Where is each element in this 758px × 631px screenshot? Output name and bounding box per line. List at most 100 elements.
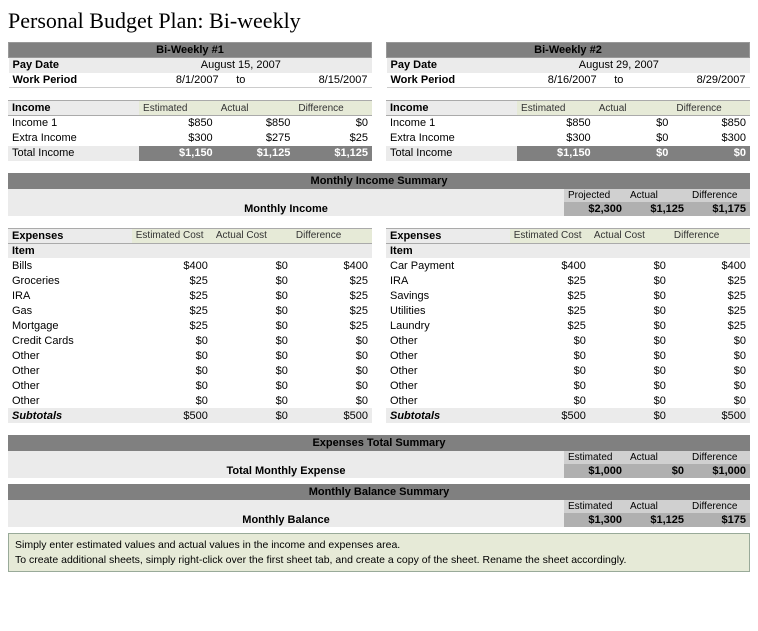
cell[interactable]: $0 <box>212 318 292 333</box>
expense-row-label[interactable]: Mortgage <box>8 318 132 333</box>
expenses-table-1: Expenses Estimated Cost Actual Cost Diff… <box>8 228 372 424</box>
cell[interactable]: $275 <box>217 131 295 146</box>
expense-row-label[interactable]: Utilities <box>386 303 510 318</box>
expense-row-label[interactable]: IRA <box>8 288 132 303</box>
cell[interactable]: $25 <box>132 303 212 318</box>
cell[interactable]: $0 <box>212 393 292 408</box>
cell[interactable]: $0 <box>595 131 673 146</box>
cell[interactable]: $0 <box>590 303 670 318</box>
cell[interactable]: $25 <box>510 273 590 288</box>
expense-row-label[interactable]: Gas <box>8 303 132 318</box>
cell[interactable]: $0 <box>590 273 670 288</box>
mb-col: Actual <box>626 500 688 513</box>
cell: $0 <box>294 116 372 131</box>
tip-box: Simply enter estimated values and actual… <box>8 533 750 572</box>
period-header: Bi-Weekly #1 <box>9 43 372 58</box>
cell[interactable]: $25 <box>132 273 212 288</box>
col: Difference <box>670 228 750 243</box>
cell[interactable]: $0 <box>212 303 292 318</box>
work-end[interactable]: 8/29/2007 <box>637 73 750 88</box>
income-row-label: Income 1 <box>8 116 139 131</box>
cell[interactable]: $0 <box>590 258 670 273</box>
income-row-label: Income 1 <box>386 116 517 131</box>
cell: $1,150 <box>139 146 217 161</box>
period-2: Bi-Weekly #2 Pay Date August 29, 2007 Wo… <box>386 42 750 88</box>
et-col: Estimated <box>564 451 626 464</box>
cell[interactable]: $400 <box>132 258 212 273</box>
income-row-label: Extra Income <box>386 131 517 146</box>
expense-row-label[interactable]: Credit Cards <box>8 333 132 348</box>
cell[interactable]: $0 <box>212 378 292 393</box>
cell[interactable]: $0 <box>132 378 212 393</box>
monthly-income-label: Monthly Income <box>8 202 564 216</box>
cell[interactable]: $25 <box>132 318 212 333</box>
cell[interactable]: $0 <box>590 318 670 333</box>
cell: $25 <box>670 273 750 288</box>
cell: $0 <box>670 363 750 378</box>
expense-row-label[interactable]: Other <box>386 393 510 408</box>
expense-row-label[interactable]: Other <box>8 363 132 378</box>
cell[interactable]: $300 <box>139 131 217 146</box>
cell[interactable]: $850 <box>139 116 217 131</box>
cell[interactable]: $0 <box>510 333 590 348</box>
expense-row-label[interactable]: Other <box>386 363 510 378</box>
cell: $500 <box>670 408 750 423</box>
cell[interactable]: $25 <box>132 288 212 303</box>
income-title: Income <box>386 101 517 116</box>
expense-row-label[interactable]: Other <box>386 333 510 348</box>
work-end[interactable]: 8/15/2007 <box>259 73 372 88</box>
expense-row-label[interactable]: Laundry <box>386 318 510 333</box>
paydate-value[interactable]: August 29, 2007 <box>488 58 749 73</box>
cell[interactable]: $0 <box>510 378 590 393</box>
cell[interactable]: $0 <box>590 378 670 393</box>
cell: $0 <box>292 348 372 363</box>
cell[interactable]: $0 <box>510 348 590 363</box>
col-est: Estimated <box>139 101 217 116</box>
cell[interactable]: $25 <box>510 318 590 333</box>
cell[interactable]: $0 <box>212 288 292 303</box>
paydate-value[interactable]: August 15, 2007 <box>110 58 371 73</box>
expense-row-label[interactable]: Other <box>8 348 132 363</box>
workperiod-label: Work Period <box>9 73 111 88</box>
work-start[interactable]: 8/16/2007 <box>488 73 601 88</box>
cell[interactable]: $0 <box>132 363 212 378</box>
cell: $0 <box>292 393 372 408</box>
cell[interactable]: $0 <box>132 348 212 363</box>
cell[interactable]: $25 <box>510 288 590 303</box>
expense-row-label[interactable]: Groceries <box>8 273 132 288</box>
cell[interactable]: $850 <box>217 116 295 131</box>
expense-row-label[interactable]: Bills <box>8 258 132 273</box>
cell[interactable]: $0 <box>590 393 670 408</box>
cell: $0 <box>670 393 750 408</box>
col: Actual Cost <box>590 228 670 243</box>
cell[interactable]: $0 <box>590 333 670 348</box>
cell: $0 <box>292 363 372 378</box>
cell[interactable]: $400 <box>510 258 590 273</box>
expense-row-label[interactable]: Car Payment <box>386 258 510 273</box>
cell[interactable]: $0 <box>132 393 212 408</box>
expense-row-label[interactable]: Other <box>8 378 132 393</box>
expense-row-label[interactable]: Savings <box>386 288 510 303</box>
expense-row-label[interactable]: IRA <box>386 273 510 288</box>
cell[interactable]: $0 <box>510 363 590 378</box>
cell[interactable]: $0 <box>212 348 292 363</box>
cell[interactable]: $0 <box>132 333 212 348</box>
cell[interactable]: $25 <box>510 303 590 318</box>
cell[interactable]: $300 <box>517 131 595 146</box>
expense-row-label[interactable]: Other <box>8 393 132 408</box>
cell: $25 <box>292 303 372 318</box>
cell[interactable]: $0 <box>590 288 670 303</box>
cell[interactable]: $0 <box>510 393 590 408</box>
cell: $0 <box>292 378 372 393</box>
work-start[interactable]: 8/1/2007 <box>110 73 223 88</box>
expense-row-label[interactable]: Other <box>386 348 510 363</box>
expense-row-label[interactable]: Other <box>386 378 510 393</box>
cell[interactable]: $850 <box>517 116 595 131</box>
cell[interactable]: $0 <box>212 273 292 288</box>
cell[interactable]: $0 <box>212 333 292 348</box>
cell[interactable]: $0 <box>212 258 292 273</box>
cell[interactable]: $0 <box>590 348 670 363</box>
cell[interactable]: $0 <box>590 363 670 378</box>
cell[interactable]: $0 <box>595 116 673 131</box>
cell[interactable]: $0 <box>212 363 292 378</box>
